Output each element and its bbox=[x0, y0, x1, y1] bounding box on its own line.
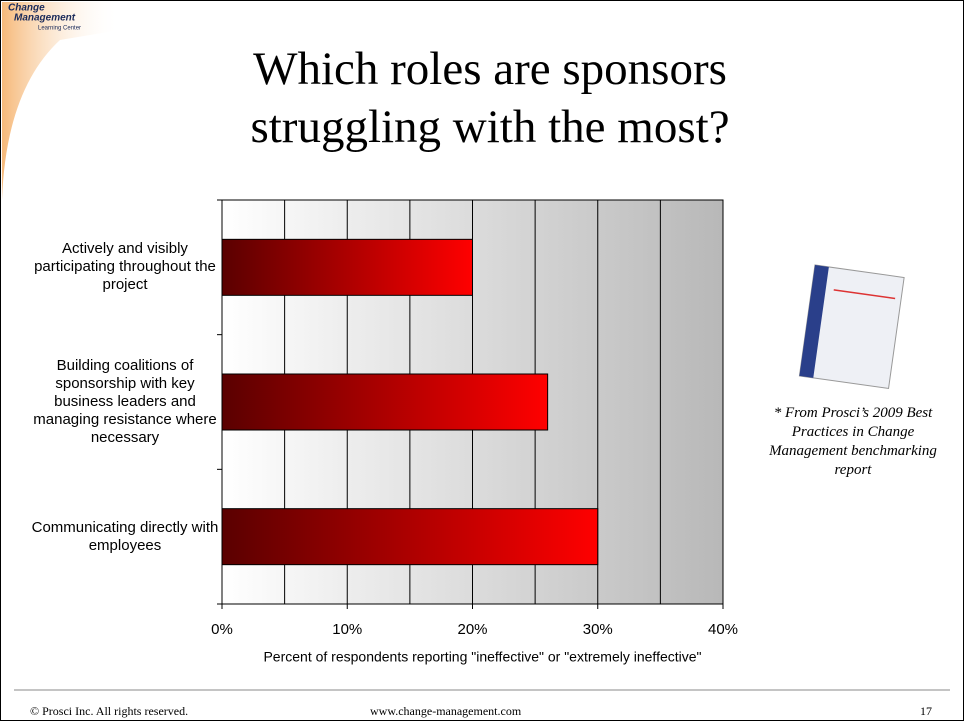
logo-text: Learning Center bbox=[38, 26, 81, 32]
logo-text: Management bbox=[14, 13, 76, 24]
x-tick-label: 0% bbox=[211, 621, 233, 638]
bar bbox=[221, 373, 549, 431]
logo-text: Change bbox=[8, 3, 45, 14]
x-tick-label: 40% bbox=[708, 621, 738, 638]
slide-title: Which roles are sponsors struggling with… bbox=[250, 43, 730, 153]
footer-copyright: © Prosci Inc. All rights reserved. bbox=[30, 704, 189, 718]
footer-url: www.change-management.com bbox=[370, 704, 522, 718]
bar bbox=[221, 508, 599, 566]
x-axis-label: Percent of respondents reporting "ineffe… bbox=[263, 649, 701, 665]
y-tick-label: Building coalitions of sponsorship with … bbox=[33, 357, 217, 446]
x-tick-label: 30% bbox=[583, 621, 613, 638]
source-note: * From Prosci’s 2009 Best Practices in C… bbox=[769, 405, 937, 478]
logo-swoosh bbox=[2, 2, 120, 200]
footer-page: 17 bbox=[920, 704, 932, 718]
y-tick-label: Communicating directly with employees bbox=[31, 518, 219, 554]
book-image bbox=[798, 264, 905, 390]
bar bbox=[221, 238, 473, 296]
plot: 0% 10% 20% 30% 40% Percent of respondents rep… bbox=[211, 199, 738, 665]
x-tick-label: 20% bbox=[457, 621, 487, 638]
y-tick-label: Actively and visibly participating throu… bbox=[34, 240, 216, 294]
x-tick-label: 10% bbox=[332, 621, 362, 638]
